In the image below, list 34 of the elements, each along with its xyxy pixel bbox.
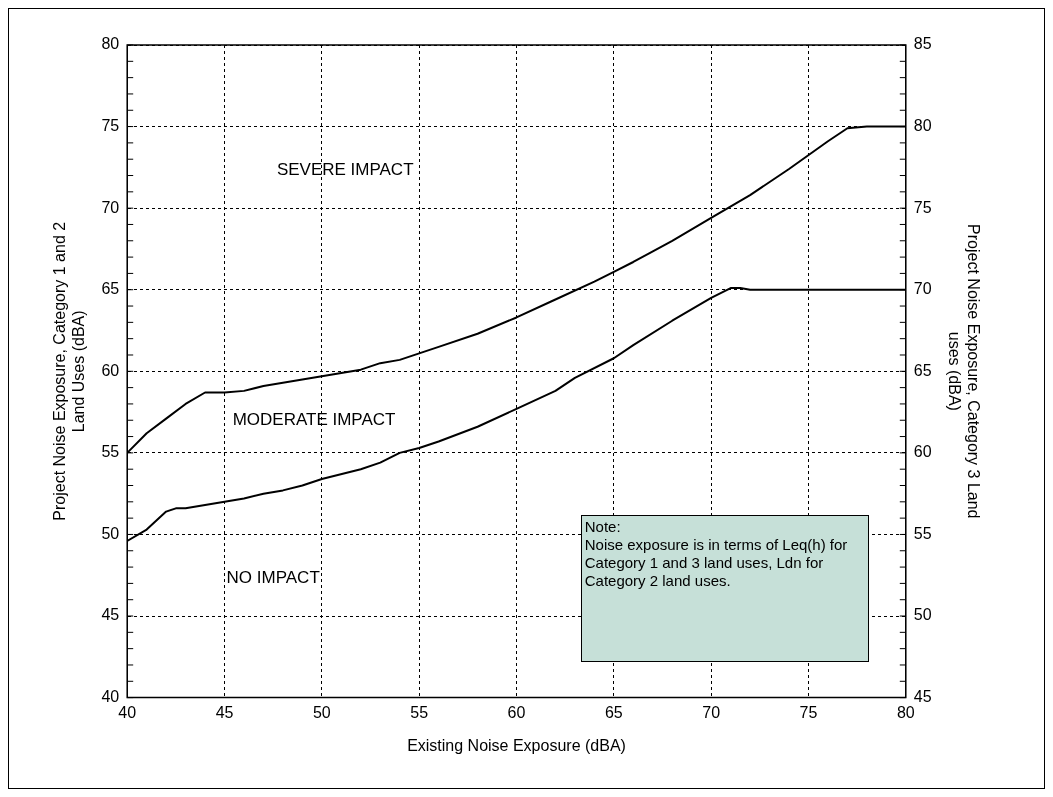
x-tick-label: 80 xyxy=(896,703,915,721)
y2-tick-label: 60 xyxy=(913,443,932,461)
y2-tick-label: 45 xyxy=(913,688,932,706)
y-tick-label: 65 xyxy=(101,280,120,298)
x-tick-label: 75 xyxy=(799,703,818,721)
x-tick-label: 40 xyxy=(118,703,137,721)
x-tick-label: 70 xyxy=(702,703,721,721)
y-tick-label: 70 xyxy=(101,198,120,216)
y2-tick-label: 80 xyxy=(913,116,932,134)
x-axis-title: Existing Noise Exposure (dBA) xyxy=(407,736,626,754)
y2-tick-label: 70 xyxy=(913,280,932,298)
y2-tick-label: 50 xyxy=(913,606,932,624)
x-tick-label: 45 xyxy=(215,703,234,721)
y-tick-label: 75 xyxy=(101,116,120,134)
annotation: NO IMPACT xyxy=(226,568,320,588)
y-tick-label: 55 xyxy=(101,443,120,461)
y-tick-label: 50 xyxy=(101,524,120,542)
y-tick-label: 60 xyxy=(101,361,120,379)
annotation: MODERATE IMPACT xyxy=(232,409,396,429)
y-tick-label: 40 xyxy=(101,688,120,706)
y-tick-label: 45 xyxy=(101,606,120,624)
annotation: SEVERE IMPACT xyxy=(276,160,414,180)
x-tick-label: 55 xyxy=(410,703,429,721)
y-axis-title: Project Noise Exposure, Category 1 and 2 Land Uses (dBA) xyxy=(51,221,88,521)
note-box: Note: Noise exposure is in terms of Leq(h) for Category 1 and 3 land uses, Ldn for Category 2 land uses. xyxy=(580,514,869,662)
y2-tick-label: 85 xyxy=(913,35,932,53)
x-tick-label: 50 xyxy=(312,703,331,721)
x-tick-label: 65 xyxy=(604,703,623,721)
x-tick-label: 60 xyxy=(507,703,526,721)
y-tick-label: 80 xyxy=(101,35,120,53)
y2-tick-label: 55 xyxy=(913,524,932,542)
y2-axis-title: Project Noise Exposure, Category 3 Land uses (dBA) xyxy=(945,224,982,519)
y2-tick-label: 75 xyxy=(913,198,932,216)
y2-tick-label: 65 xyxy=(913,361,932,379)
